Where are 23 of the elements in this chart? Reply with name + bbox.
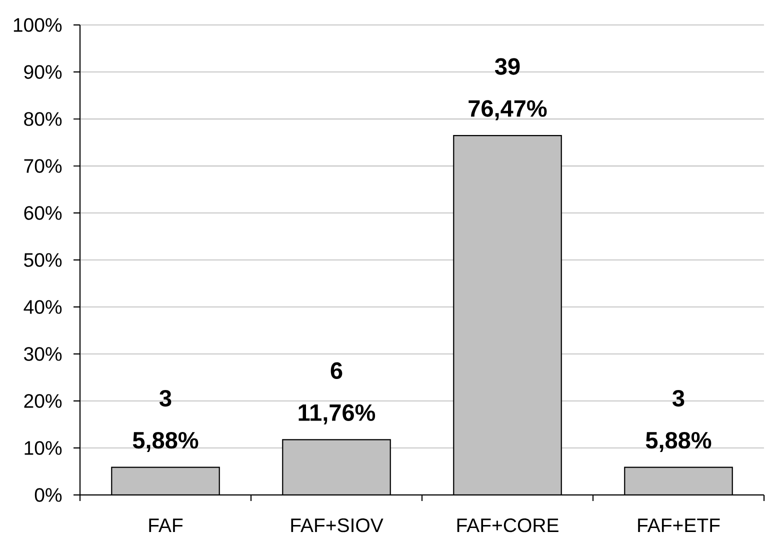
annotation: 39 (494, 58, 520, 75)
x-tick-label: FAF+ETF (638, 518, 720, 532)
data-label: 76,47% (468, 100, 547, 120)
y-tick-label: 80% (24, 112, 62, 126)
annotation: 3 (160, 390, 172, 407)
y-tick-label: 40% (24, 300, 62, 314)
y-tick-label: 70% (24, 159, 62, 173)
y-tick-label: 10% (24, 441, 62, 455)
y-tick-label: 20% (24, 394, 62, 408)
data-label: 5,88% (132, 432, 198, 452)
x-tick-label: FAF+SIOV (291, 518, 384, 532)
y-tick-label: 30% (24, 347, 62, 361)
x-tick-label: FAF+CORE (457, 518, 558, 532)
data-label: 5,88% (646, 432, 712, 452)
y-tick-label: 90% (24, 65, 62, 79)
y-tick-label: 60% (24, 206, 62, 220)
data-label: 11,76% (298, 404, 376, 424)
annotation: 3 (672, 390, 684, 407)
y-tick-label: 0% (34, 488, 62, 502)
y-tick-label: 50% (24, 253, 62, 267)
x-tick-label: FAF (149, 518, 183, 532)
annotation: 6 (330, 362, 342, 379)
y-tick-label: 100% (14, 18, 62, 32)
